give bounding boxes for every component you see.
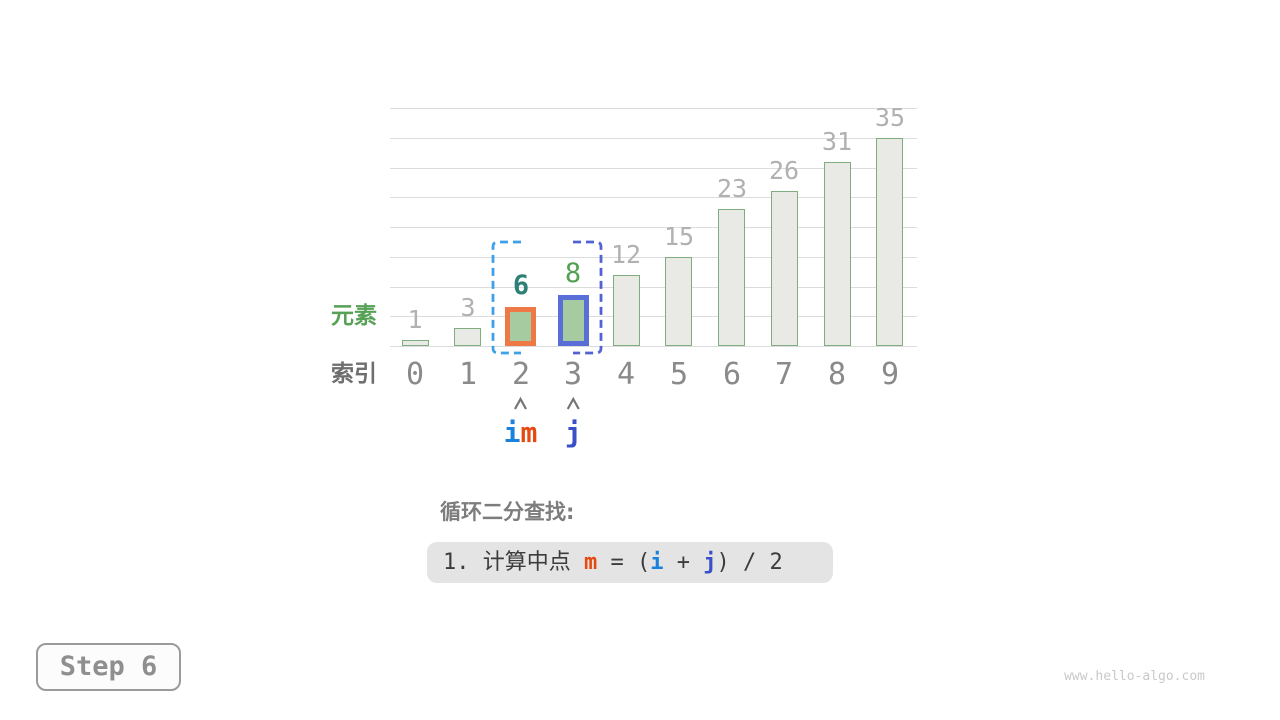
formula-segment: i bbox=[650, 550, 664, 575]
pointer-caret bbox=[514, 396, 527, 410]
bar-value-label: 23 bbox=[716, 174, 748, 203]
gridline bbox=[390, 197, 917, 198]
bar-value-label: 31 bbox=[821, 127, 853, 156]
formula-segment: + bbox=[663, 550, 704, 575]
bar-value-label: 35 bbox=[874, 103, 906, 132]
index-label: 4 bbox=[616, 357, 636, 392]
bar-value-label: 6 bbox=[512, 270, 530, 301]
pointer-letter-j: j bbox=[564, 416, 582, 449]
bar-value-label: 8 bbox=[564, 258, 582, 289]
gridline bbox=[390, 138, 917, 139]
gridline bbox=[390, 108, 917, 109]
index-label: 2 bbox=[511, 357, 531, 392]
formula-segment: m bbox=[583, 550, 598, 575]
bar bbox=[454, 328, 481, 346]
bar bbox=[505, 307, 536, 346]
index-label: 3 bbox=[563, 357, 583, 392]
bar-value-label: 3 bbox=[460, 293, 476, 322]
bar-value-label: 15 bbox=[663, 222, 695, 251]
index-label: 9 bbox=[880, 357, 900, 392]
formula-box: 1. 计算中点 m = (i + j) / 2 bbox=[427, 542, 833, 583]
bar bbox=[771, 191, 798, 346]
bar bbox=[718, 209, 745, 346]
pointer-caret bbox=[566, 396, 580, 410]
bar bbox=[824, 162, 851, 346]
gridline bbox=[390, 168, 917, 169]
pointer-letter-i: i bbox=[503, 416, 521, 449]
gridline bbox=[390, 346, 917, 347]
watermark: www.hello-algo.com bbox=[1064, 669, 1205, 684]
formula-segment: = ( bbox=[597, 550, 651, 575]
formula-segment: 1. 计算中点 bbox=[443, 550, 584, 575]
y-axis-label-element: 元素 bbox=[331, 303, 377, 329]
pointer-label: j bbox=[565, 419, 582, 447]
index-label: 5 bbox=[669, 357, 689, 392]
gridline bbox=[390, 257, 917, 258]
bar bbox=[402, 340, 429, 346]
formula-segment: ) / 2 bbox=[716, 550, 783, 575]
bar bbox=[665, 257, 692, 346]
formula-segment: j bbox=[703, 550, 717, 575]
bar-value-label: 1 bbox=[407, 305, 423, 334]
gridline bbox=[390, 287, 917, 288]
bar-value-label: 26 bbox=[768, 156, 800, 185]
index-label: 0 bbox=[405, 357, 425, 392]
caption-title: 循环二分查找: bbox=[440, 500, 575, 524]
index-label: 1 bbox=[458, 357, 478, 392]
index-label: 7 bbox=[774, 357, 794, 392]
step-badge: Step 6 bbox=[36, 643, 181, 691]
bar bbox=[876, 138, 903, 346]
bar bbox=[558, 295, 589, 346]
gridline bbox=[390, 316, 917, 317]
index-label: 8 bbox=[827, 357, 847, 392]
gridline bbox=[390, 227, 917, 228]
index-label: 6 bbox=[722, 357, 742, 392]
x-axis-label-index: 索引 bbox=[331, 361, 377, 387]
pointer-letter-m: m bbox=[520, 416, 538, 449]
formula-text: 1. 计算中点 m = (i + j) / 2 bbox=[427, 542, 833, 583]
bar bbox=[613, 275, 640, 346]
bar-value-label: 12 bbox=[610, 240, 642, 269]
